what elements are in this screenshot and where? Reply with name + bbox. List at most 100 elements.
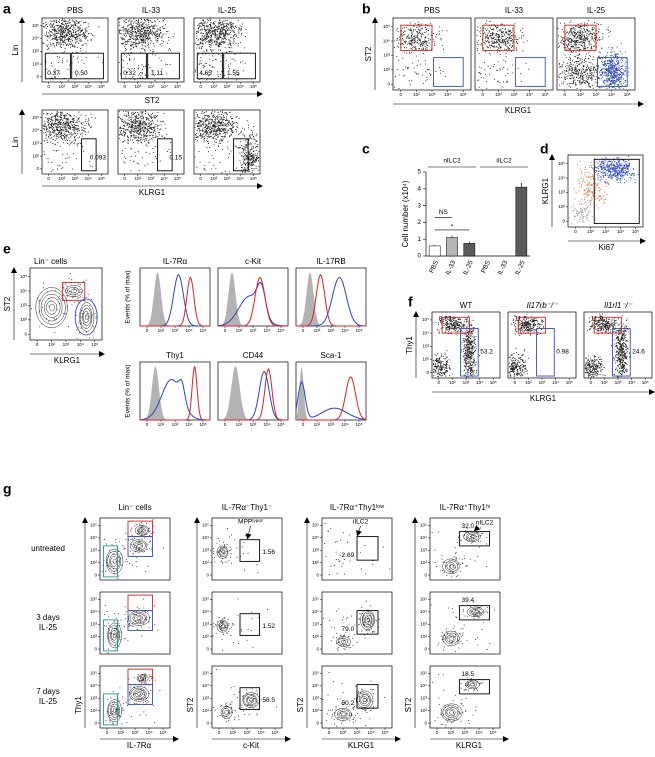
event-dot bbox=[567, 63, 568, 64]
event-dot bbox=[569, 34, 570, 35]
event-dot bbox=[608, 30, 609, 31]
event-dot bbox=[574, 37, 575, 38]
event-dot bbox=[165, 24, 166, 25]
event-dot bbox=[153, 128, 154, 129]
event-dot bbox=[140, 35, 141, 36]
event-dot bbox=[46, 24, 47, 25]
event-dot bbox=[499, 46, 500, 47]
event-dot bbox=[52, 26, 53, 27]
event-dot bbox=[415, 41, 416, 42]
event-dot bbox=[199, 131, 200, 132]
event-dot bbox=[427, 45, 428, 46]
event-dot bbox=[53, 43, 54, 44]
event-dot bbox=[211, 127, 212, 128]
event-dot bbox=[57, 119, 58, 120]
event-dot bbox=[587, 73, 588, 74]
event-dot bbox=[570, 64, 571, 65]
event-dot bbox=[206, 147, 207, 148]
event-dot bbox=[148, 26, 149, 27]
event-dot bbox=[74, 142, 75, 143]
event-dot bbox=[70, 41, 71, 42]
event-dot bbox=[125, 158, 126, 159]
event-dot bbox=[497, 34, 498, 35]
event-dot bbox=[580, 37, 581, 38]
event-dot bbox=[72, 45, 73, 46]
event-dot bbox=[83, 33, 84, 34]
event-dot bbox=[224, 26, 225, 27]
event-dot bbox=[123, 31, 124, 32]
event-dot bbox=[567, 46, 568, 47]
event-dot bbox=[126, 22, 127, 23]
event-dot bbox=[198, 117, 199, 118]
event-dot bbox=[77, 144, 78, 145]
event-dot bbox=[503, 44, 504, 45]
event-dot bbox=[250, 144, 251, 145]
event-dot bbox=[507, 43, 508, 44]
event-dot bbox=[75, 29, 76, 30]
event-dot bbox=[65, 131, 66, 132]
event-dot bbox=[258, 166, 259, 167]
event-dot bbox=[570, 20, 571, 21]
event-dot bbox=[236, 27, 237, 28]
event-dot bbox=[124, 115, 125, 116]
event-dot bbox=[59, 57, 60, 58]
event-dot bbox=[133, 135, 134, 136]
event-dot bbox=[203, 141, 204, 142]
event-dot bbox=[608, 27, 609, 28]
event-dot bbox=[226, 28, 227, 29]
event-dot bbox=[238, 118, 239, 119]
event-dot bbox=[593, 67, 594, 68]
event-dot bbox=[585, 40, 586, 41]
event-dot bbox=[157, 33, 158, 34]
event-dot bbox=[146, 128, 147, 129]
event-dot bbox=[65, 158, 66, 159]
event-dot bbox=[421, 34, 422, 35]
event-dot bbox=[583, 38, 584, 39]
event-dot bbox=[416, 27, 417, 28]
event-dot bbox=[220, 129, 221, 130]
event-dot bbox=[250, 163, 251, 164]
event-dot bbox=[219, 118, 220, 119]
event-dot bbox=[512, 72, 513, 73]
event-dot bbox=[139, 23, 140, 24]
event-dot bbox=[82, 122, 83, 123]
event-dot bbox=[44, 129, 45, 130]
event-dot bbox=[575, 28, 576, 29]
event-dot bbox=[573, 83, 574, 84]
event-dot bbox=[91, 127, 92, 128]
event-dot bbox=[199, 126, 200, 127]
event-dot bbox=[134, 113, 135, 114]
event-dot bbox=[208, 42, 209, 43]
event-dot bbox=[500, 54, 501, 55]
event-dot bbox=[195, 139, 196, 140]
event-dot bbox=[205, 131, 206, 132]
event-dot bbox=[77, 21, 78, 22]
event-dot bbox=[162, 26, 163, 27]
event-dot bbox=[579, 53, 580, 54]
event-dot bbox=[42, 43, 43, 44]
event-dot bbox=[567, 84, 568, 85]
event-dot bbox=[591, 44, 592, 45]
event-dot bbox=[67, 120, 68, 121]
event-dot bbox=[132, 122, 133, 123]
event-dot bbox=[154, 126, 155, 127]
event-dot bbox=[75, 122, 76, 123]
event-dot bbox=[123, 111, 124, 112]
event-dot bbox=[598, 39, 599, 40]
event-dot bbox=[409, 53, 410, 54]
event-dot bbox=[141, 142, 142, 143]
event-dot bbox=[231, 59, 232, 60]
event-dot bbox=[480, 28, 481, 29]
event-dot bbox=[569, 78, 570, 79]
event-dot bbox=[591, 72, 592, 73]
event-dot bbox=[69, 30, 70, 31]
event-dot bbox=[568, 40, 569, 41]
event-dot bbox=[420, 33, 421, 34]
event-dot bbox=[587, 64, 588, 65]
event-dot bbox=[409, 38, 410, 39]
event-dot bbox=[489, 21, 490, 22]
event-dot bbox=[224, 132, 225, 133]
event-dot bbox=[228, 125, 229, 126]
event-dot bbox=[211, 28, 212, 29]
event-dot bbox=[147, 30, 148, 31]
